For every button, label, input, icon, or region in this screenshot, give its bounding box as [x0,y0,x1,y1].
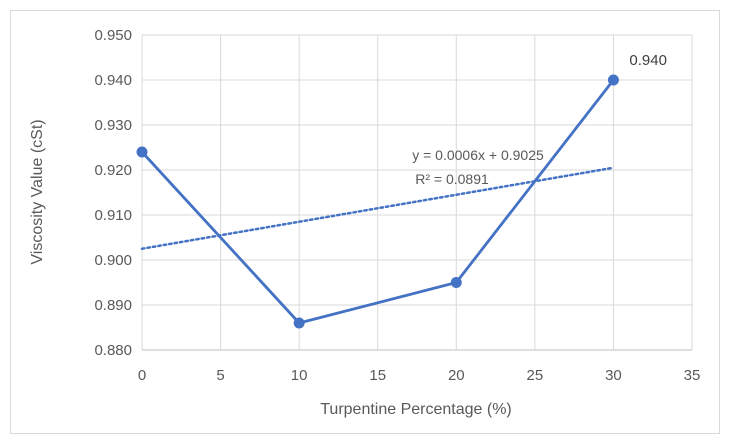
x-tick-label: 35 [684,367,701,384]
data-labels-layer: 0.940 [629,52,667,69]
trendline-equation: y = 0.0006x + 0.9025 [412,147,544,163]
chart-frame [10,10,720,434]
series-layer [136,74,619,329]
x-tick-labels: 0 5 10 15 20 25 30 35 [138,367,701,384]
data-point [136,146,148,158]
y-tick-labels: 0.880 0.890 0.900 0.910 0.920 0.930 0.940 0.950 [94,27,132,359]
trendline-r-squared: R² = 0.0891 [415,171,489,187]
x-tick-label: 0 [138,367,146,384]
data-point [293,317,305,329]
data-point [450,277,462,288]
gridlines [141,34,693,351]
y-tick-label: 0.950 [94,27,132,44]
data-label: 0.940 [629,52,667,69]
y-tick-label: 0.940 [94,72,132,89]
y-tick-label: 0.880 [94,342,132,359]
x-axis-title: Turpentine Percentage (%) [320,401,512,418]
y-tick-label: 0.930 [94,117,132,134]
x-tick-label: 5 [216,367,224,384]
x-tick-label: 25 [527,367,544,384]
x-tick-label: 30 [605,367,622,384]
x-tick-label: 15 [369,367,386,384]
y-tick-label: 0.890 [94,297,132,314]
y-tick-label: 0.910 [94,207,132,224]
y-axis-title: Viscosity Value (cSt) [29,119,46,264]
data-point [607,74,619,86]
y-tick-label: 0.900 [94,252,132,269]
series-line [140,79,615,325]
y-tick-label: 0.920 [94,162,132,179]
x-tick-label: 20 [448,367,465,384]
x-tick-label: 10 [291,367,308,384]
